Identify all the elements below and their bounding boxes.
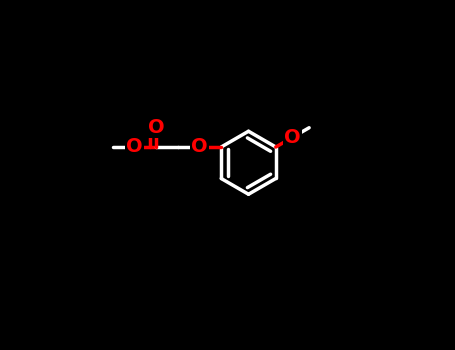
- Text: O: O: [191, 138, 208, 156]
- Text: O: O: [148, 118, 164, 137]
- Text: O: O: [284, 128, 301, 147]
- Text: O: O: [126, 138, 143, 156]
